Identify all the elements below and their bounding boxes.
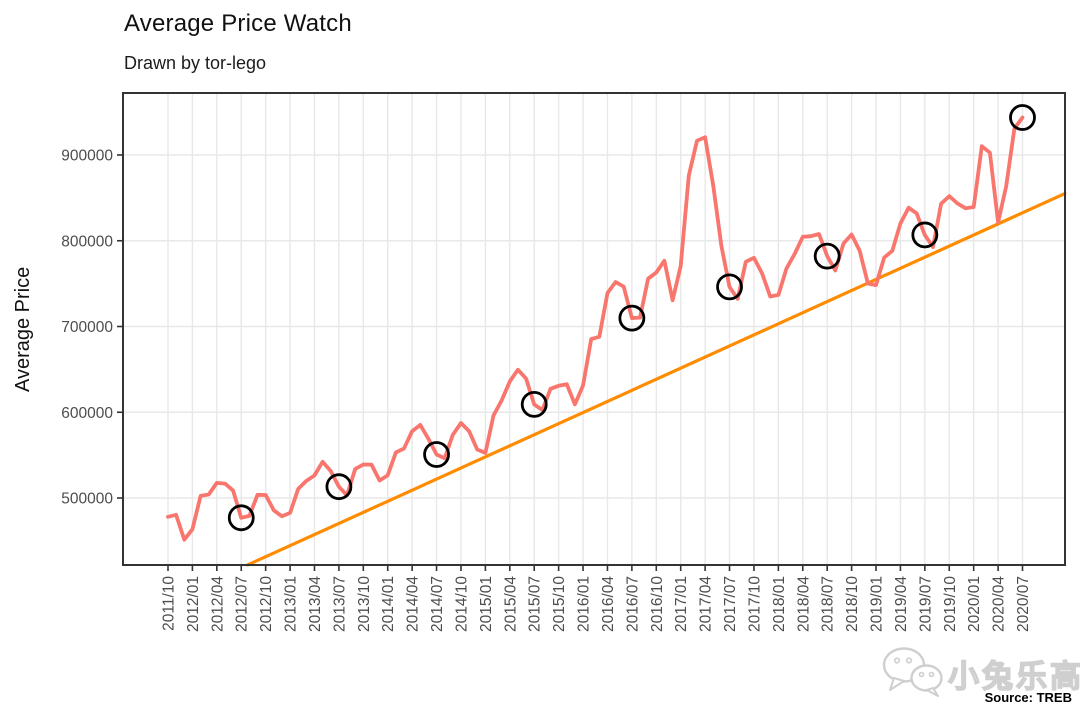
svg-text:2018/10: 2018/10 bbox=[844, 576, 861, 632]
svg-text:2015/01: 2015/01 bbox=[478, 576, 495, 632]
svg-text:2013/04: 2013/04 bbox=[307, 576, 324, 632]
svg-text:600000: 600000 bbox=[61, 405, 113, 422]
source-caption: Source: TREB bbox=[984, 690, 1072, 705]
svg-text:500000: 500000 bbox=[61, 491, 113, 508]
svg-text:2014/04: 2014/04 bbox=[405, 576, 422, 632]
svg-text:2018/07: 2018/07 bbox=[820, 576, 837, 632]
svg-text:2012/07: 2012/07 bbox=[234, 576, 251, 632]
svg-text:2016/07: 2016/07 bbox=[624, 576, 641, 632]
svg-text:2013/10: 2013/10 bbox=[356, 576, 373, 632]
svg-text:2016/10: 2016/10 bbox=[649, 576, 666, 632]
svg-text:700000: 700000 bbox=[61, 319, 113, 336]
svg-text:2013/07: 2013/07 bbox=[331, 576, 348, 632]
svg-text:2015/10: 2015/10 bbox=[551, 576, 568, 632]
svg-text:2012/04: 2012/04 bbox=[209, 576, 226, 632]
svg-text:2020/07: 2020/07 bbox=[1015, 576, 1032, 632]
svg-text:2017/07: 2017/07 bbox=[722, 576, 739, 632]
svg-text:2019/10: 2019/10 bbox=[942, 576, 959, 632]
svg-text:2014/10: 2014/10 bbox=[453, 576, 470, 632]
svg-text:2019/07: 2019/07 bbox=[917, 576, 934, 632]
svg-text:2015/07: 2015/07 bbox=[527, 576, 544, 632]
svg-text:2014/01: 2014/01 bbox=[380, 576, 397, 632]
svg-text:800000: 800000 bbox=[61, 233, 113, 250]
svg-text:2017/01: 2017/01 bbox=[673, 576, 690, 632]
svg-text:2012/10: 2012/10 bbox=[258, 576, 275, 632]
chart-title: Average Price Watch bbox=[124, 10, 352, 37]
svg-text:2020/04: 2020/04 bbox=[991, 576, 1008, 632]
svg-text:2015/04: 2015/04 bbox=[502, 576, 519, 632]
svg-text:2012/01: 2012/01 bbox=[185, 576, 202, 632]
svg-text:2020/01: 2020/01 bbox=[966, 576, 983, 632]
svg-text:2016/04: 2016/04 bbox=[600, 576, 617, 632]
svg-text:2019/01: 2019/01 bbox=[869, 576, 886, 632]
svg-text:2017/10: 2017/10 bbox=[746, 576, 763, 632]
svg-text:2018/04: 2018/04 bbox=[795, 576, 812, 632]
svg-text:2016/01: 2016/01 bbox=[576, 576, 593, 632]
svg-text:2014/07: 2014/07 bbox=[429, 576, 446, 632]
svg-text:2013/01: 2013/01 bbox=[283, 576, 300, 632]
svg-text:2018/01: 2018/01 bbox=[771, 576, 788, 632]
svg-text:2017/04: 2017/04 bbox=[698, 576, 715, 632]
svg-text:900000: 900000 bbox=[61, 148, 113, 165]
chart-subtitle: Drawn by tor-lego bbox=[124, 53, 267, 73]
svg-text:2011/10: 2011/10 bbox=[161, 576, 178, 631]
svg-text:2019/04: 2019/04 bbox=[893, 576, 910, 632]
